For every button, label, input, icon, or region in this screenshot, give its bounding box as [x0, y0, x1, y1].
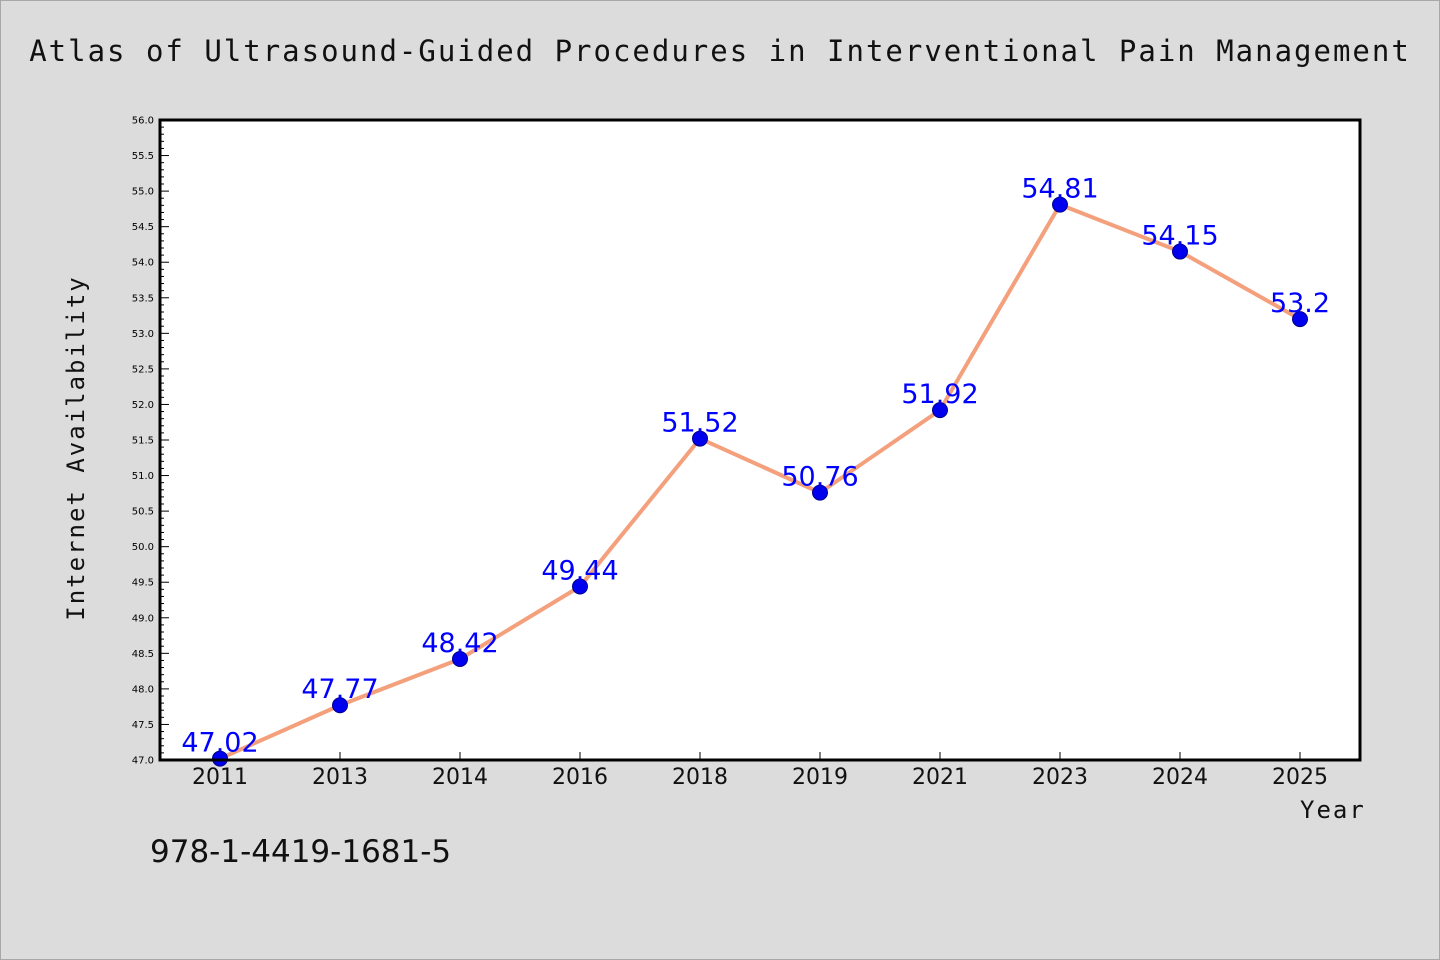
data-label: 51.52 [661, 408, 738, 439]
data-label: 48.42 [421, 628, 498, 659]
y-tick-label: 54.0 [132, 258, 154, 269]
plot-border [158, 118, 1362, 762]
data-label: 51.92 [901, 379, 978, 410]
y-tick-label: 53.0 [132, 329, 154, 340]
y-tick-label: 52.5 [132, 364, 154, 375]
y-tick-label: 48.5 [132, 649, 154, 660]
data-point [1172, 243, 1188, 260]
chart-title: Atlas of Ultrasound-Guided Procedures in… [29, 34, 1411, 68]
x-tick-label: 2024 [1152, 765, 1208, 790]
y-tick-label: 54.5 [132, 222, 154, 233]
data-label: 49.44 [541, 555, 618, 586]
series-line [218, 202, 1302, 761]
data-point [1292, 311, 1308, 328]
x-tick-label: 2023 [1032, 765, 1088, 790]
x-tick-label: 2018 [672, 765, 728, 790]
data-label: 54.15 [1141, 221, 1218, 252]
data-point [1052, 196, 1068, 213]
data-point [332, 697, 348, 714]
y-tick-label: 51.0 [132, 471, 154, 482]
y-tick-label: 47.5 [132, 720, 154, 731]
data-point [812, 484, 828, 501]
x-tick-label: 2021 [912, 765, 968, 790]
y-tick-label: 49.0 [132, 613, 154, 624]
x-tick-label: 2019 [792, 765, 848, 790]
data-label: 50.76 [781, 462, 858, 493]
data-point [452, 651, 468, 668]
x-tick-label: 2011 [192, 765, 248, 790]
data-label: 47.77 [301, 674, 378, 705]
plot-background [160, 120, 1360, 760]
y-tick-label: 50.5 [132, 507, 154, 518]
data-point [932, 402, 948, 419]
x-axis-title: Year [1300, 796, 1366, 824]
x-tick-label: 2014 [432, 765, 488, 790]
data-label: 47.02 [181, 728, 258, 759]
y-tick-label: 50.0 [132, 542, 154, 553]
x-tick-label: 2025 [1272, 765, 1328, 790]
x-tick-label: 2016 [552, 765, 608, 790]
data-label: 53.2 [1270, 288, 1330, 319]
y-tick-label: 53.5 [132, 293, 154, 304]
y-tick-label: 51.5 [132, 436, 154, 447]
y-tick-label: 55.5 [132, 151, 154, 162]
data-point [692, 430, 708, 447]
y-tick-label: 47.0 [132, 756, 154, 767]
y-tick-label: 52.0 [132, 400, 154, 411]
y-tick-label: 56.0 [132, 116, 154, 127]
data-label: 54.81 [1021, 174, 1098, 205]
y-tick-label: 55.0 [132, 187, 154, 198]
y-tick-label: 48.0 [132, 684, 154, 695]
x-tick-label: 2013 [312, 765, 368, 790]
data-point [572, 578, 588, 595]
y-tick-label: 49.5 [132, 578, 154, 589]
isbn-text: 978-1-4419-1681-5 [150, 834, 452, 870]
